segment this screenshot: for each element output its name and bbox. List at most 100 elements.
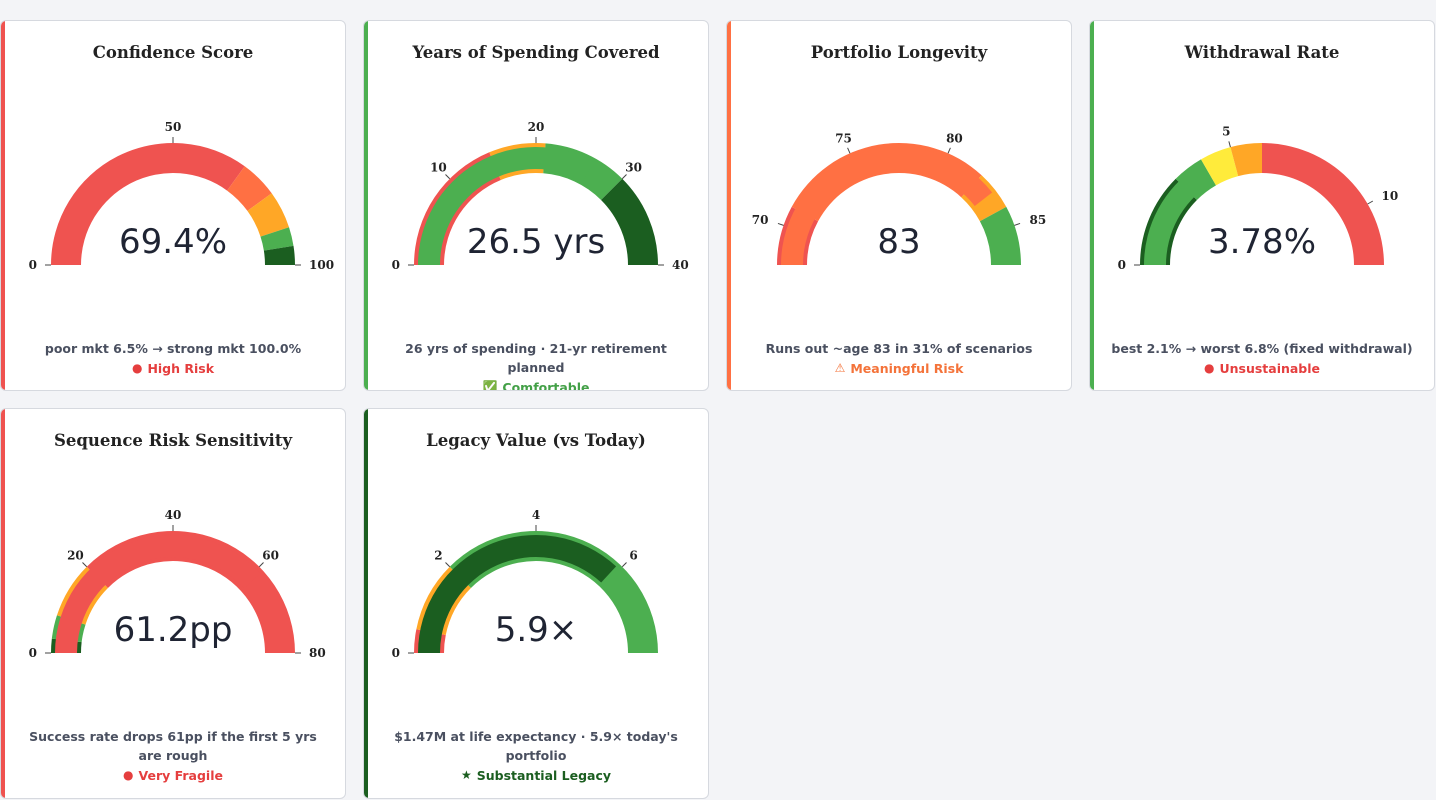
status-label: Meaningful Risk bbox=[850, 361, 964, 376]
gauge-band bbox=[247, 193, 290, 237]
card-title: Legacy Value (vs Today) bbox=[426, 431, 646, 450]
gauge-tick-label: 0 bbox=[1118, 258, 1126, 272]
status-label: Comfortable bbox=[502, 380, 590, 391]
years-of-spending-card: Years of Spending Covered 0 10 20 30 40 26.5… bbox=[363, 20, 709, 391]
gauge-tick-label: 60 bbox=[262, 548, 279, 562]
card-accent-stripe bbox=[1090, 21, 1094, 390]
gauge-tick bbox=[1367, 200, 1374, 205]
status-label: Substantial Legacy bbox=[476, 768, 612, 783]
card-title: Years of Spending Covered bbox=[412, 43, 660, 62]
gauge-value-bar bbox=[55, 535, 261, 653]
gauge-tick-label: 75 bbox=[835, 132, 852, 146]
gauge-value: 69.4% bbox=[118, 222, 227, 262]
status-badge: ● High Risk bbox=[132, 359, 214, 378]
check-box-icon: ✅ bbox=[482, 380, 498, 391]
legacy-value-gauge: 0 2 4 6 bbox=[392, 508, 658, 660]
status-badge: ✅ Comfortable bbox=[482, 378, 590, 391]
gauge-value-bar bbox=[781, 146, 993, 265]
red-circle-icon: ● bbox=[1203, 361, 1215, 375]
card-caption: poor mkt 6.5% → strong mkt 100.0% ● High… bbox=[21, 339, 325, 378]
gauge-tick-label: 70 bbox=[752, 213, 769, 227]
caption-text: best 2.1% → worst 6.8% (fixed withdrawal… bbox=[1111, 341, 1413, 356]
status-badge: ★ Substantial Legacy bbox=[461, 766, 611, 785]
gauge-tick-label: 10 bbox=[430, 160, 447, 174]
status-badge: ⚠ Meaningful Risk bbox=[835, 359, 964, 378]
status-badge: ● Very Fragile bbox=[123, 766, 223, 785]
portfolio-longevity-gauge: 70 75 80 85 bbox=[752, 132, 1047, 265]
gauge-tick-label: 0 bbox=[392, 646, 400, 660]
star-icon: ★ bbox=[460, 768, 472, 782]
withdrawal-rate-gauge: 0 5 10 bbox=[1118, 125, 1399, 272]
status-label: Very Fragile bbox=[138, 768, 223, 783]
gauge-value: 3.78% bbox=[1207, 222, 1316, 262]
card-caption: best 2.1% → worst 6.8% (fixed withdrawal… bbox=[1110, 339, 1414, 378]
gauge-band bbox=[263, 245, 295, 265]
gauge-tick bbox=[258, 562, 264, 568]
gauge-band bbox=[601, 178, 658, 265]
card-accent-stripe bbox=[364, 409, 368, 798]
gauge-value: 5.9× bbox=[494, 610, 578, 650]
gauge-tick-label: 20 bbox=[528, 120, 545, 134]
card-caption: Success rate drops 61pp if the first 5 y… bbox=[21, 727, 325, 785]
red-circle-icon: ● bbox=[131, 361, 143, 375]
card-caption: $1.47M at life expectancy · 5.9× today's… bbox=[384, 727, 688, 785]
status-badge: ● Unsustainable bbox=[1204, 359, 1320, 378]
gauge-tick-label: 6 bbox=[629, 548, 637, 562]
card-caption: 26 yrs of spending · 21-yr retirement pl… bbox=[384, 339, 688, 391]
gauge-tick-label: 10 bbox=[1382, 189, 1399, 203]
sequence-risk-card: Sequence Risk Sensitivity 0 20 40 60 80 61.2… bbox=[0, 408, 346, 799]
gauge-value-bar bbox=[418, 535, 617, 653]
gauge-tick bbox=[82, 562, 88, 568]
gauge-band bbox=[227, 166, 272, 211]
gauge-band bbox=[51, 143, 245, 265]
card-caption: Runs out ~age 83 in 31% of scenarios ⚠ M… bbox=[747, 339, 1051, 378]
card-accent-stripe bbox=[727, 21, 731, 390]
withdrawal-rate-card: Withdrawal Rate 0 5 10 3.78% best 2.1% → w… bbox=[1089, 20, 1435, 391]
sequence-risk-gauge: 0 20 40 60 80 bbox=[29, 508, 326, 660]
card-accent-stripe bbox=[1, 409, 5, 798]
card-accent-stripe bbox=[364, 21, 368, 390]
confidence-score-card: Confidence Score 0 50 100 69.4% poor mkt 6… bbox=[0, 20, 346, 391]
gauge-value: 83 bbox=[877, 222, 921, 262]
legacy-value-card: Legacy Value (vs Today) 0 2 4 6 5.9× $1.47M… bbox=[363, 408, 709, 799]
status-label: Unsustainable bbox=[1219, 361, 1321, 376]
gauge-value-bar bbox=[1144, 166, 1210, 265]
gauge-tick-label: 0 bbox=[392, 258, 400, 272]
gauge-tick-label: 40 bbox=[165, 508, 182, 522]
gauge-tick bbox=[445, 562, 451, 568]
gauge-value-bar bbox=[418, 147, 594, 265]
card-accent-stripe bbox=[1, 21, 5, 390]
gauge-tick-label: 80 bbox=[309, 646, 326, 660]
gauge-tick-label: 4 bbox=[532, 508, 540, 522]
gauge-value: 61.2pp bbox=[113, 610, 233, 650]
gauge-tick-label: 5 bbox=[1222, 125, 1230, 139]
gauge-tick bbox=[1014, 222, 1021, 226]
gauge-tick-label: 100 bbox=[309, 258, 334, 272]
gauge-tick-label: 20 bbox=[67, 548, 84, 562]
gauge-tick-label: 80 bbox=[946, 132, 963, 146]
status-label: High Risk bbox=[147, 361, 215, 376]
gauge-tick-label: 50 bbox=[165, 120, 182, 134]
gauge-tick bbox=[1228, 141, 1231, 148]
warning-icon: ⚠ bbox=[834, 361, 846, 375]
card-title: Sequence Risk Sensitivity bbox=[53, 431, 293, 450]
gauge-band bbox=[1262, 143, 1384, 265]
gauge-tick bbox=[621, 562, 627, 568]
gauge-band bbox=[260, 227, 294, 251]
caption-text: $1.47M at life expectancy · 5.9× today's… bbox=[394, 729, 678, 763]
card-title: Portfolio Longevity bbox=[810, 43, 988, 62]
gauge-tick-label: 30 bbox=[625, 160, 642, 174]
gauge-value: 26.5 yrs bbox=[466, 222, 606, 262]
gauge-tick bbox=[947, 147, 951, 154]
caption-text: Success rate drops 61pp if the first 5 y… bbox=[29, 729, 317, 763]
gauge-tick-label: 2 bbox=[434, 548, 442, 562]
gauge-band bbox=[1230, 143, 1262, 177]
card-title: Withdrawal Rate bbox=[1184, 43, 1340, 62]
gauge-band bbox=[1201, 147, 1239, 186]
gauge-tick-label: 0 bbox=[29, 258, 37, 272]
red-circle-icon: ● bbox=[123, 768, 134, 782]
caption-text: poor mkt 6.5% → strong mkt 100.0% bbox=[44, 341, 302, 356]
gauge-tick-label: 85 bbox=[1030, 213, 1047, 227]
gauge-tick bbox=[621, 174, 627, 180]
confidence-score-gauge: 0 50 100 bbox=[29, 120, 334, 272]
